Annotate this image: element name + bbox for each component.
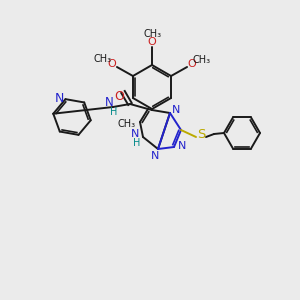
Text: N: N bbox=[131, 129, 139, 139]
Text: N: N bbox=[178, 141, 186, 151]
Text: CH₃: CH₃ bbox=[94, 54, 112, 64]
Text: H: H bbox=[133, 138, 141, 148]
Text: S: S bbox=[197, 128, 205, 142]
Text: N: N bbox=[105, 97, 113, 110]
Text: CH₃: CH₃ bbox=[118, 119, 136, 129]
Text: CH₃: CH₃ bbox=[193, 55, 211, 65]
Text: O: O bbox=[188, 59, 197, 69]
Text: N: N bbox=[151, 151, 159, 161]
Text: O: O bbox=[108, 59, 116, 69]
Text: N: N bbox=[55, 92, 64, 105]
Text: O: O bbox=[148, 37, 156, 47]
Text: O: O bbox=[114, 91, 124, 103]
Text: CH₃: CH₃ bbox=[144, 29, 162, 39]
Text: N: N bbox=[172, 105, 180, 115]
Text: H: H bbox=[110, 107, 118, 117]
